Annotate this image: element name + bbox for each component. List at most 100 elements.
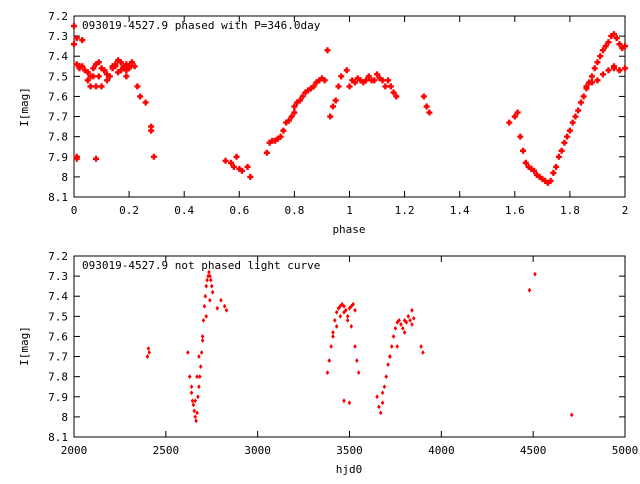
data-point [365,73,372,80]
data-point [112,63,119,70]
data-point [558,147,565,154]
data-point [345,313,350,319]
data-point [380,390,385,396]
y-tick-label: 8 [61,411,68,424]
data-point [352,79,359,86]
data-point [340,301,344,307]
data-point [347,400,352,406]
data-point [386,362,390,367]
y-tick-label: 7.9 [48,391,68,404]
data-point [115,69,122,76]
y-tick-label: 7.7 [48,111,68,124]
data-point [192,408,197,414]
data-point [342,398,346,404]
data-point [123,73,130,80]
y-tick-label: 7.4 [48,290,68,303]
data-point [561,139,568,146]
data-point [338,313,343,319]
data-point [533,171,540,178]
y-tick-label: 8.1 [48,191,68,204]
data-point [389,344,394,349]
y-tick-label: 8.1 [48,431,68,444]
data-point [356,370,361,376]
x-tick-label: 0.6 [229,204,249,217]
y-axis-label: I[mag] [18,326,31,366]
data-point [338,303,343,309]
data-point [195,410,199,416]
data-point [194,418,198,424]
data-point [115,57,122,64]
y-tick-label: 7.8 [48,371,68,384]
x-tick-label: 0.2 [119,204,139,217]
data-point [594,59,601,66]
data-point [296,97,303,104]
data-point [555,153,562,160]
data-point [544,179,551,186]
data-point [233,153,240,160]
data-point [329,344,333,349]
data-point [305,87,312,94]
data-point [230,163,237,170]
x-tick-label: 1.4 [450,204,470,217]
data-point [208,273,212,279]
data-point [195,374,199,380]
data-point [334,323,339,329]
x-tick-label: 1.8 [560,204,580,217]
data-point [378,410,383,416]
data-point [605,67,612,74]
data-point [327,358,332,363]
x-tick-label: 0.4 [174,204,194,217]
data-point [410,307,414,313]
data-point [87,83,94,90]
data-point [150,153,157,160]
data-point [318,75,325,82]
data-point [104,77,111,84]
data-point [272,137,279,144]
data-point [277,133,284,140]
data-point [377,404,381,410]
y-axis-label: I[mag] [18,87,31,127]
data-point [572,113,579,120]
data-point [87,73,94,80]
data-point [384,374,389,380]
x-tick-label: 4000 [428,444,455,457]
data-point [542,177,549,184]
data-point [575,107,582,114]
data-point [228,159,235,166]
data-point [288,113,295,120]
data-point [197,354,201,359]
x-tick-label: 4500 [520,444,547,457]
y-tick-label: 7.4 [48,50,68,63]
data-point [316,77,323,84]
data-point [106,73,113,80]
x-tick-label: 2000 [61,444,88,457]
data-point [594,77,601,84]
data-point [338,73,345,80]
data-point [517,133,524,140]
y-tick-label: 7.5 [48,70,68,83]
data-point [419,344,423,349]
data-point [128,59,135,66]
data-point [597,53,604,60]
y-tick-label: 8 [61,171,68,184]
data-point [569,412,574,418]
data-point [76,63,83,70]
data-point [93,61,100,68]
data-point [410,321,414,327]
x-tick-label: 5000 [612,444,639,457]
data-point [346,83,353,90]
data-point [104,71,111,78]
data-point [613,35,620,42]
data-point [148,127,155,134]
data-point [599,71,606,78]
data-point [79,37,86,44]
y-tick-label: 7.2 [48,10,68,23]
data-point [553,163,560,170]
data-point [376,75,383,82]
data-point [285,117,292,124]
x-tick-label: 2 [622,204,629,217]
data-point [527,287,532,293]
data-point [382,384,387,390]
